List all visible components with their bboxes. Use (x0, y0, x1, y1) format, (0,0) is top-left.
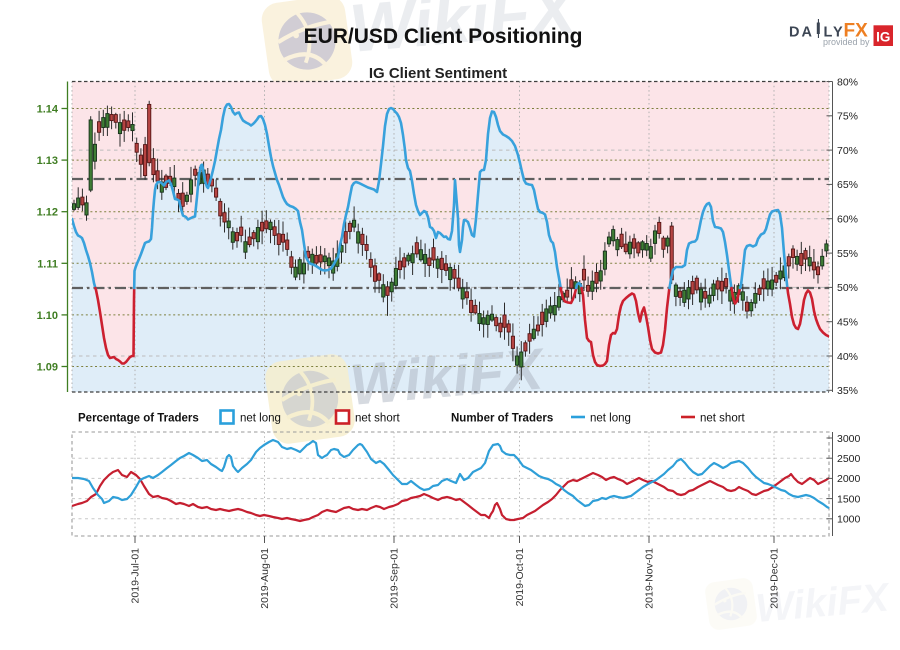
svg-text:provided by: provided by (823, 37, 870, 47)
svg-text:2019-Dec-01: 2019-Dec-01 (769, 548, 781, 609)
svg-text:45%: 45% (837, 317, 858, 329)
svg-text:net short: net short (700, 413, 746, 425)
svg-text:1500: 1500 (837, 493, 861, 505)
svg-text:70%: 70% (837, 145, 858, 157)
svg-text:2019-Sep-01: 2019-Sep-01 (389, 548, 401, 609)
svg-text:60%: 60% (837, 214, 858, 226)
svg-text:35%: 35% (837, 385, 858, 397)
svg-text:1.14: 1.14 (37, 104, 59, 116)
svg-text:2019-Jul-01: 2019-Jul-01 (130, 548, 142, 604)
svg-text:1.11: 1.11 (37, 258, 58, 270)
svg-text:EUR/USD Client Positioning: EUR/USD Client Positioning (304, 25, 583, 48)
svg-text:LY: LY (824, 25, 845, 41)
svg-text:2019-Aug-01: 2019-Aug-01 (259, 548, 271, 609)
svg-text:55%: 55% (837, 248, 858, 260)
svg-text:2000: 2000 (837, 473, 861, 485)
svg-text:FX: FX (844, 21, 869, 42)
svg-text:65%: 65% (837, 179, 858, 191)
svg-text:3000: 3000 (837, 433, 861, 445)
svg-text:1.13: 1.13 (37, 155, 58, 167)
svg-text:IG Client Sentiment: IG Client Sentiment (369, 65, 507, 82)
svg-text:net long: net long (240, 413, 281, 425)
svg-text:Percentage of Traders: Percentage of Traders (78, 413, 199, 425)
svg-text:net short: net short (355, 413, 401, 425)
svg-text:2500: 2500 (837, 453, 861, 465)
svg-text:50%: 50% (837, 282, 858, 294)
svg-text:net long: net long (590, 413, 631, 425)
svg-text:IG: IG (876, 30, 890, 45)
svg-text:1.12: 1.12 (37, 207, 58, 219)
svg-text:2019-Nov-01: 2019-Nov-01 (644, 548, 656, 609)
svg-text:1000: 1000 (837, 514, 861, 526)
svg-text:80%: 80% (837, 76, 858, 88)
svg-text:1.10: 1.10 (37, 310, 58, 322)
svg-text:75%: 75% (837, 111, 858, 123)
svg-text:DA: DA (789, 25, 814, 41)
svg-text:40%: 40% (837, 351, 858, 363)
svg-text:2019-Oct-01: 2019-Oct-01 (514, 548, 526, 607)
svg-text:Number of Traders: Number of Traders (451, 413, 553, 425)
svg-text:1.09: 1.09 (37, 362, 58, 374)
